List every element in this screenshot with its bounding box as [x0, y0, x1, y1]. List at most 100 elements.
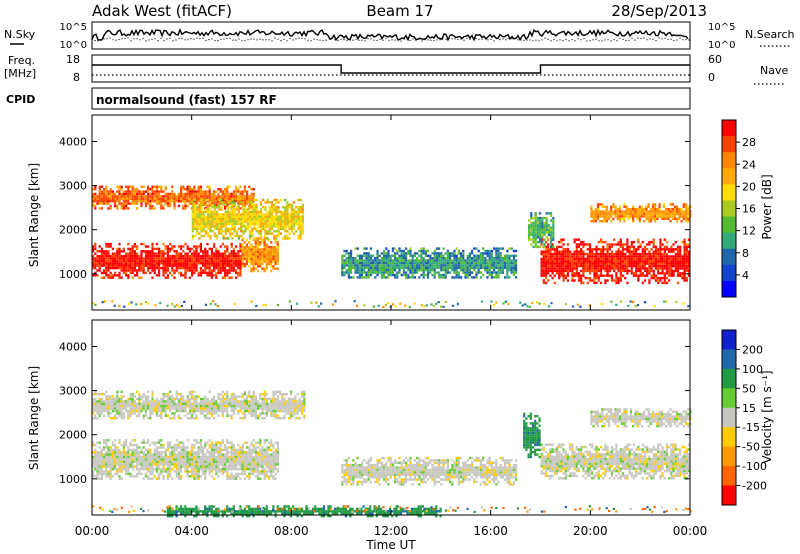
heat-cell	[114, 202, 117, 205]
heat-cell	[182, 460, 185, 464]
heat-cell	[274, 267, 277, 270]
heat-cell	[213, 213, 216, 216]
heat-cell	[114, 195, 117, 198]
heat-cell	[580, 252, 583, 256]
heat-cell	[614, 210, 617, 213]
heat-cell	[562, 276, 565, 280]
heat-cell	[155, 185, 158, 188]
heat-cell	[105, 264, 108, 267]
heat-cell	[98, 465, 101, 468]
heat-cell	[643, 255, 647, 258]
heat-cell	[641, 250, 644, 253]
heat-cell	[350, 271, 353, 274]
noise-search-point	[277, 38, 279, 40]
heat-cell	[209, 222, 212, 226]
heat-cell	[186, 252, 189, 255]
heat-cell	[149, 458, 152, 461]
heat-cell	[671, 203, 674, 206]
heat-cell	[100, 202, 103, 205]
heat-cell	[497, 271, 500, 274]
heat-cell	[669, 208, 672, 211]
heat-cell	[257, 220, 260, 223]
heat-cell	[164, 276, 167, 279]
heat-cell	[197, 259, 200, 263]
heat-cell	[240, 234, 243, 238]
heat-cell	[202, 254, 205, 258]
heat-cell	[98, 254, 101, 258]
heat-cell	[154, 304, 157, 307]
heat-cell	[244, 225, 247, 228]
heat-cell	[650, 240, 653, 244]
heat-cell	[147, 192, 150, 196]
heat-cell	[573, 255, 576, 258]
heat-cell	[103, 250, 106, 253]
heat-cell	[243, 195, 246, 198]
heat-cell	[429, 269, 432, 272]
heat-cell	[229, 210, 232, 214]
heat-cell	[649, 210, 652, 213]
heat-cell	[678, 210, 681, 213]
heat-cell	[383, 266, 386, 269]
heat-cell	[539, 212, 542, 215]
heat-cell	[251, 227, 254, 230]
heat-cell	[263, 238, 266, 242]
heat-cell	[184, 192, 187, 196]
heat-cell	[125, 453, 128, 456]
heat-cell	[254, 243, 257, 246]
heat-cell	[288, 215, 291, 218]
heat-cell	[175, 467, 178, 471]
heat-cell	[191, 218, 194, 221]
heat-cell	[418, 266, 421, 269]
heat-cell	[680, 215, 683, 218]
heat-cell	[617, 269, 620, 273]
heat-cell	[389, 254, 392, 257]
heat-cell	[94, 200, 97, 203]
heat-cell	[549, 255, 552, 258]
noise-search-point	[268, 39, 270, 41]
heat-cell	[646, 272, 649, 275]
heat-cell	[252, 248, 255, 251]
heat-cell	[484, 269, 487, 272]
heat-cell	[645, 212, 648, 216]
heat-cell	[402, 269, 405, 272]
heat-cell	[545, 228, 548, 232]
heat-cell	[582, 257, 585, 261]
heat-cell	[100, 467, 103, 471]
heat-cell	[222, 215, 225, 218]
heat-cell	[679, 255, 682, 258]
heat-cell	[94, 259, 97, 263]
heat-cell	[96, 259, 99, 263]
heat-cell	[606, 264, 609, 268]
heat-cell	[92, 441, 95, 444]
heat-cell	[162, 195, 165, 198]
heat-cell	[462, 264, 465, 267]
heat-cell	[274, 253, 277, 256]
heat-cell	[228, 197, 231, 200]
noise-search-point	[367, 38, 369, 40]
heat-cell	[438, 247, 441, 250]
heat-cell	[219, 188, 222, 191]
heat-cell	[133, 269, 136, 272]
heat-cell	[668, 267, 671, 270]
heat-cell	[257, 210, 260, 214]
heat-cell	[310, 301, 313, 304]
heat-cell	[257, 213, 260, 216]
heat-cell	[211, 220, 214, 223]
heat-cell	[659, 240, 662, 244]
heat-cell	[142, 446, 145, 449]
heat-cell	[427, 266, 430, 269]
heat-cell	[92, 475, 95, 478]
heat-cell	[144, 259, 147, 263]
heat-cell	[392, 303, 395, 306]
heat-cell	[246, 208, 249, 211]
heat-cell	[221, 257, 224, 260]
heat-cell	[215, 262, 218, 265]
heat-cell	[151, 465, 154, 468]
heat-cell	[652, 276, 655, 280]
heat-cell	[641, 257, 644, 261]
heat-cell	[267, 248, 271, 251]
heat-cell	[424, 259, 427, 262]
heat-cell	[230, 192, 233, 196]
heat-cell	[162, 465, 165, 468]
heat-cell	[129, 453, 132, 456]
